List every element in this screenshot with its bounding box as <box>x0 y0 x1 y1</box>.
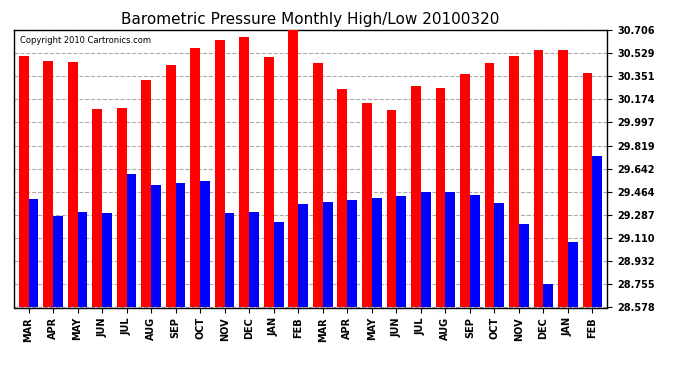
Bar <box>77 212 88 308</box>
Bar <box>372 198 382 308</box>
Bar <box>102 213 112 308</box>
Bar <box>126 174 137 308</box>
Bar <box>337 90 347 308</box>
Bar <box>274 222 284 308</box>
Bar <box>558 50 568 308</box>
Bar <box>568 242 578 308</box>
Bar <box>28 199 39 308</box>
Bar <box>323 202 333 308</box>
Bar <box>43 61 53 308</box>
Bar <box>386 110 396 308</box>
Bar <box>445 192 455 308</box>
Bar <box>298 204 308 308</box>
Bar <box>396 196 406 308</box>
Bar <box>117 108 126 307</box>
Bar <box>249 212 259 308</box>
Bar <box>215 40 225 308</box>
Bar <box>68 62 77 308</box>
Bar <box>92 109 102 307</box>
Bar <box>225 213 235 308</box>
Bar <box>509 56 519 308</box>
Bar <box>313 63 323 308</box>
Bar <box>435 88 445 308</box>
Bar <box>151 184 161 308</box>
Bar <box>421 192 431 308</box>
Bar <box>166 64 176 308</box>
Bar <box>411 86 421 308</box>
Bar <box>460 74 470 308</box>
Text: Copyright 2010 Cartronics.com: Copyright 2010 Cartronics.com <box>20 36 150 45</box>
Bar <box>484 63 495 308</box>
Bar <box>593 156 602 308</box>
Bar <box>470 195 480 308</box>
Bar <box>533 50 544 308</box>
Bar <box>264 57 274 308</box>
Title: Barometric Pressure Monthly High/Low 20100320: Barometric Pressure Monthly High/Low 201… <box>121 12 500 27</box>
Bar <box>200 181 210 308</box>
Bar <box>53 216 63 308</box>
Bar <box>19 56 28 308</box>
Bar <box>190 48 200 308</box>
Bar <box>362 102 372 308</box>
Bar <box>239 37 249 308</box>
Bar <box>141 80 151 308</box>
Bar <box>582 72 593 308</box>
Bar <box>176 183 186 308</box>
Bar <box>544 284 553 308</box>
Bar <box>519 224 529 308</box>
Bar <box>495 203 504 308</box>
Bar <box>347 200 357 308</box>
Bar <box>288 28 298 308</box>
